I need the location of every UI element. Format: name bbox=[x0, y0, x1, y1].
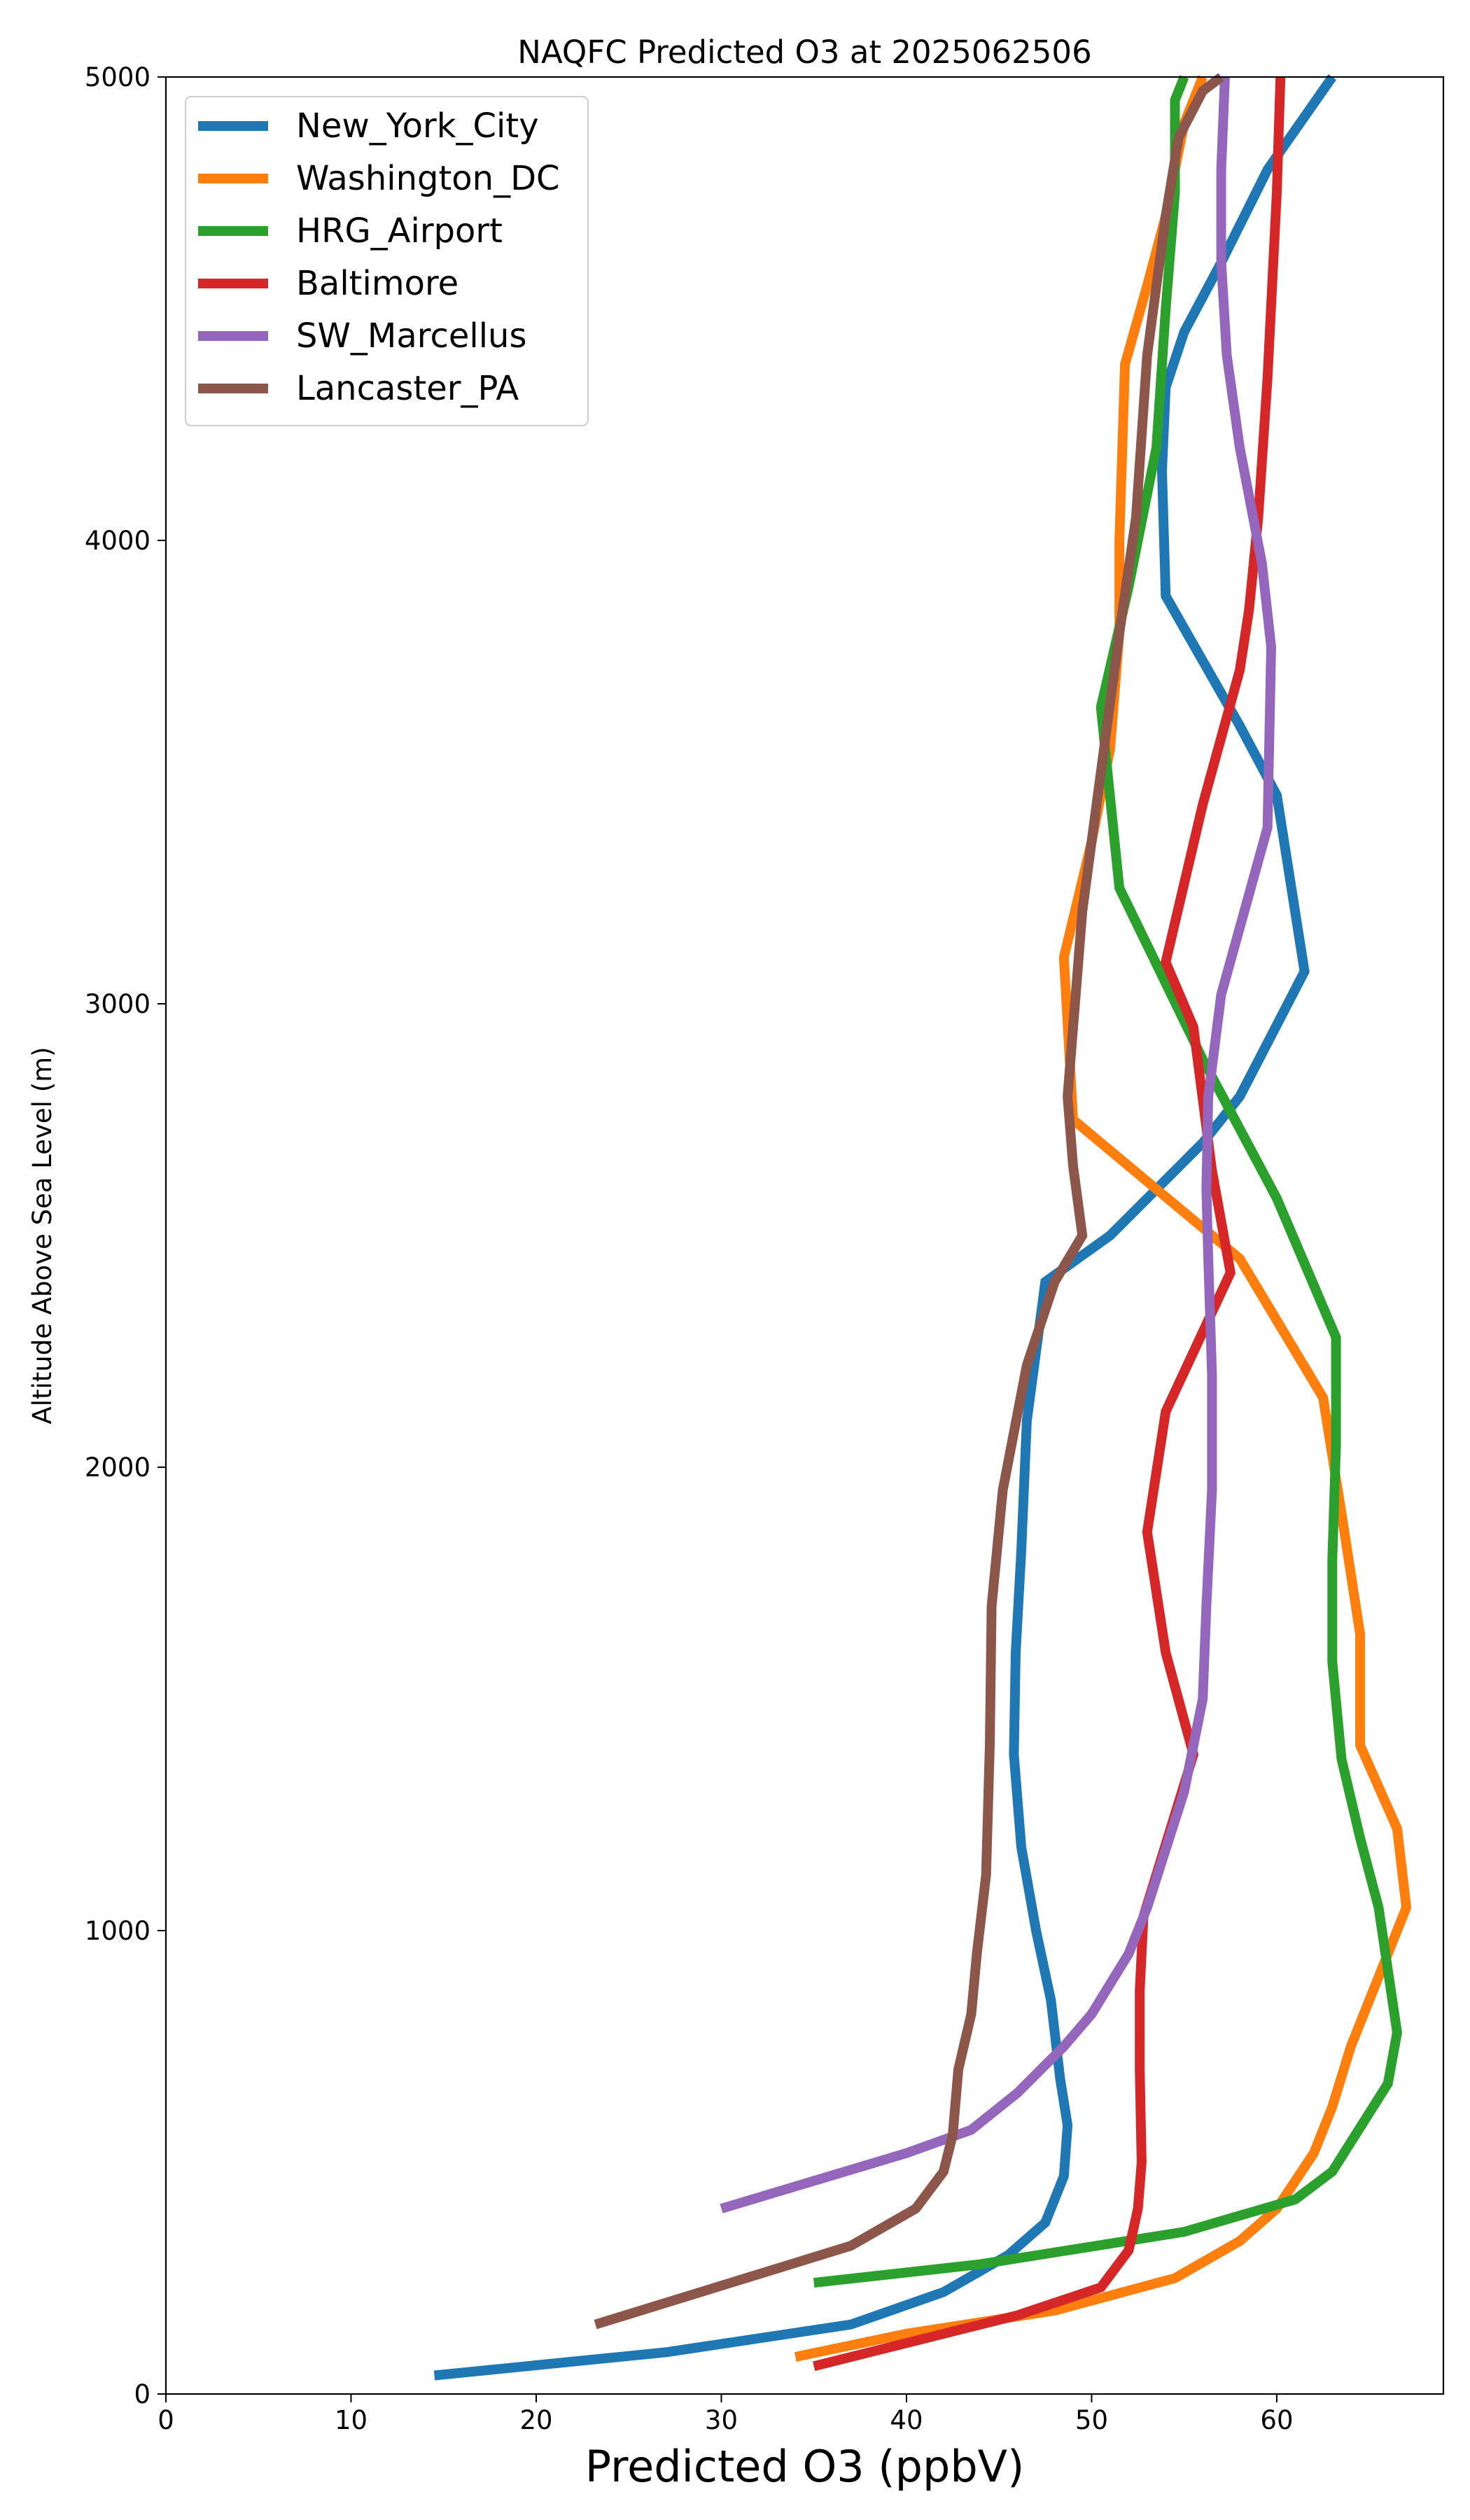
series-layer bbox=[433, 73, 1412, 2381]
legend-label: Washington_DC bbox=[296, 159, 560, 198]
y-tick-label: 5000 bbox=[85, 62, 150, 92]
y-tick-label: 0 bbox=[134, 2379, 150, 2409]
y-tick-label: 4000 bbox=[85, 526, 150, 556]
y-tick-label: 2000 bbox=[85, 1452, 150, 1483]
legend-box bbox=[185, 96, 589, 426]
legend-label: Lancaster_PA bbox=[296, 369, 519, 408]
series-line-baltimore bbox=[813, 76, 1286, 2372]
x-tick-label: 20 bbox=[519, 2405, 552, 2435]
x-tick-label: 50 bbox=[1075, 2405, 1108, 2435]
series-line-hrg-airport bbox=[813, 75, 1402, 2288]
y-tick-label: 3000 bbox=[85, 989, 150, 1019]
x-tick-label: 10 bbox=[335, 2405, 368, 2435]
chart-title: NAQFC Predicted O3 at 2025062506 bbox=[517, 34, 1091, 71]
legend-label: Baltimore bbox=[296, 264, 458, 303]
x-tick-label: 0 bbox=[158, 2405, 174, 2435]
legend-label: SW_Marcellus bbox=[296, 316, 526, 356]
series-line-lancaster-pa bbox=[594, 73, 1224, 2330]
series-line-sw-marcellus bbox=[720, 76, 1277, 2213]
plot-area-frame bbox=[164, 76, 1445, 2395]
y-axis-label: Altitude Above Sea Level (m) bbox=[27, 1046, 57, 1424]
series-line-new-york-city bbox=[433, 74, 1337, 2381]
legend-label: New_York_City bbox=[296, 106, 539, 146]
x-axis-label: Predicted O3 (ppbV) bbox=[585, 2441, 1025, 2492]
x-tick-label: 60 bbox=[1260, 2405, 1293, 2435]
legend-label: HRG_Airport bbox=[296, 211, 503, 251]
legend: New_York_City Washington_DC HRG_Airport Bal… bbox=[185, 96, 589, 426]
x-tick-label: 40 bbox=[890, 2405, 923, 2435]
x-tick-label: 30 bbox=[705, 2405, 738, 2435]
y-tick-label: 1000 bbox=[85, 1916, 150, 1946]
tick-layer: 0 10 20 30 40 50 60 0 1000 2000 3000 4000 5000 bbox=[85, 62, 1294, 2435]
